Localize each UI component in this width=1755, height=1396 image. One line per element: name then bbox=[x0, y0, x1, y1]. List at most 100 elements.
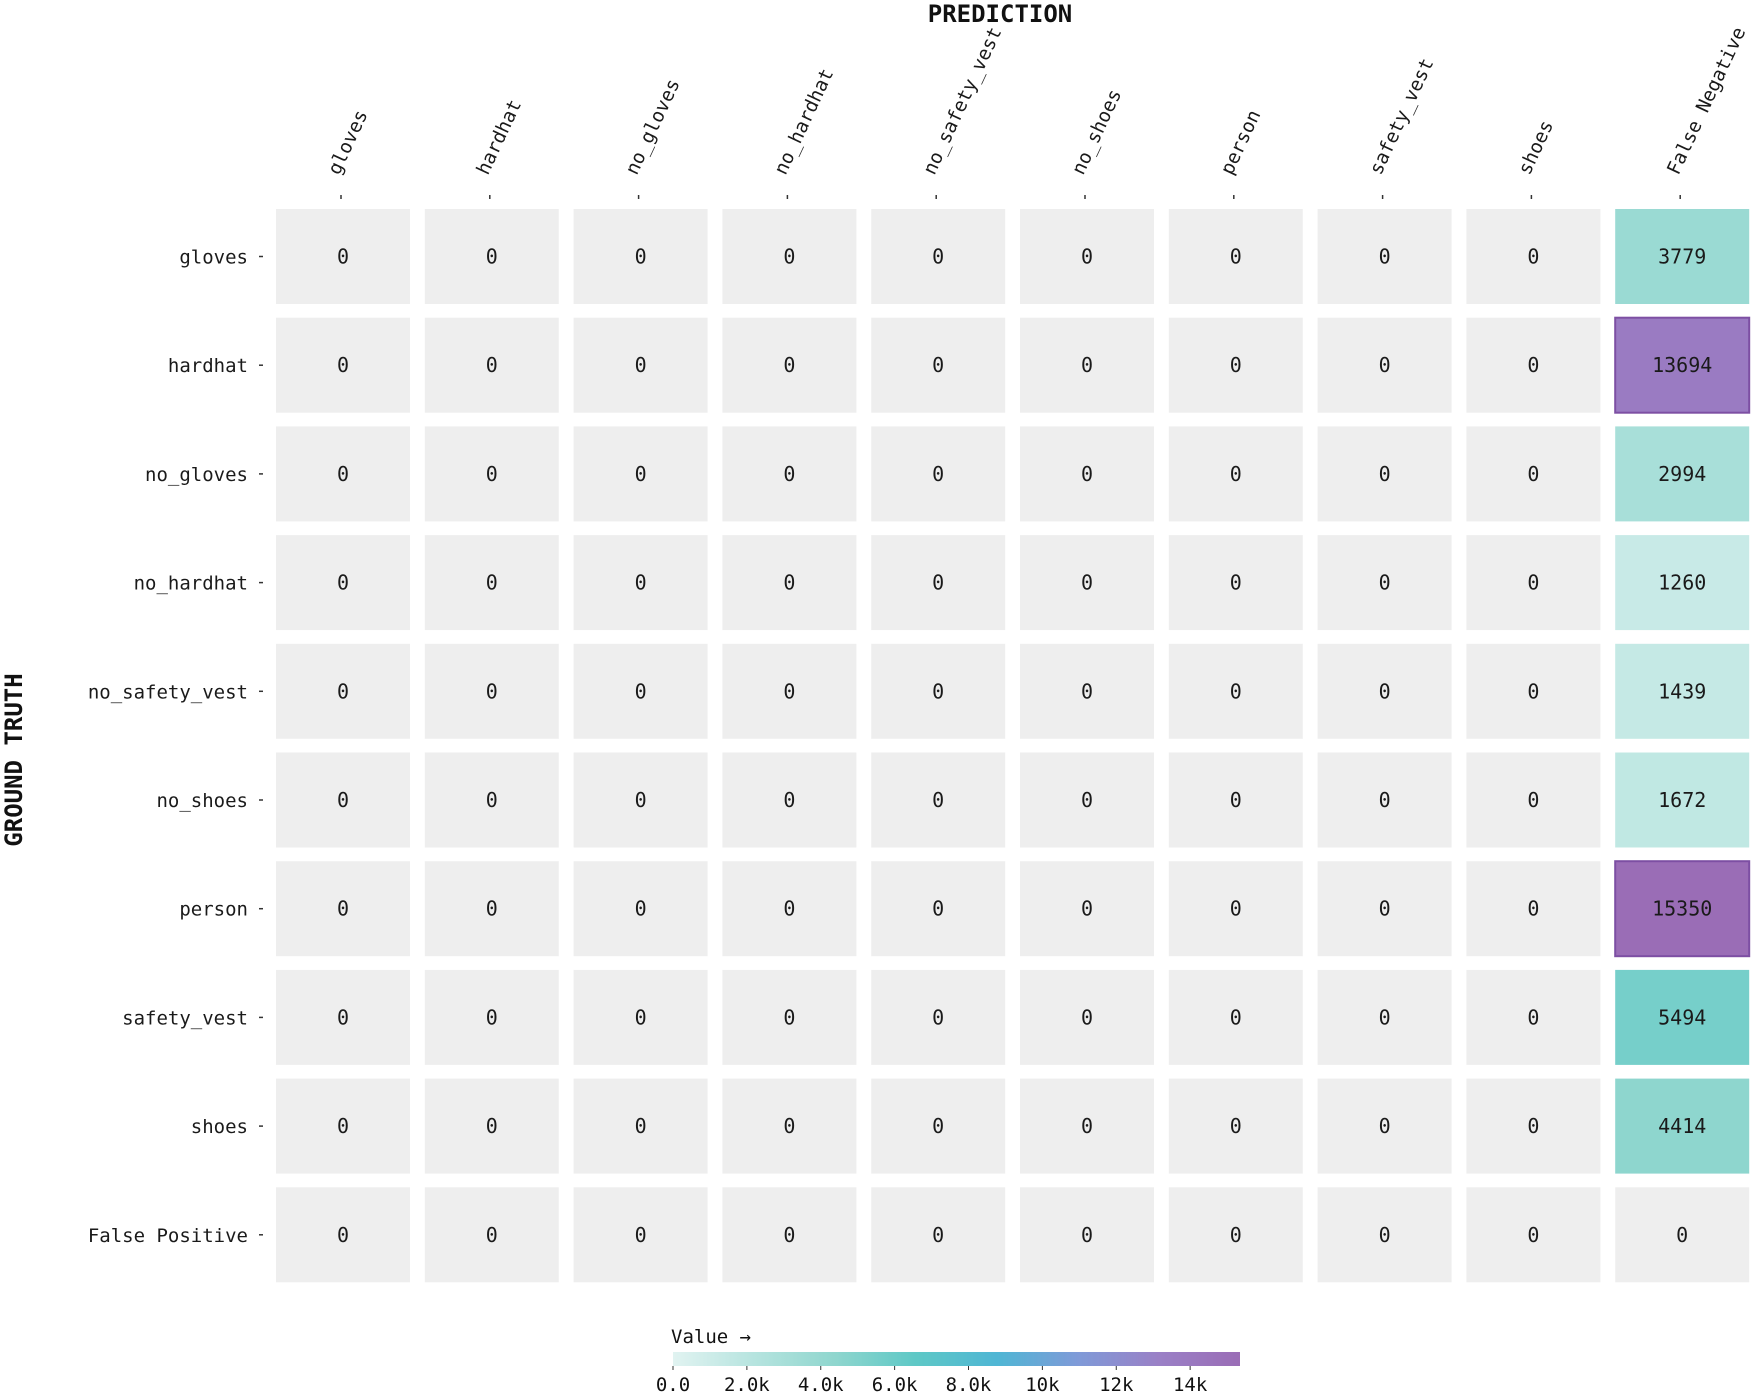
heatmap-cell bbox=[1317, 209, 1452, 304]
cell-value: 0 bbox=[486, 353, 498, 377]
row-label: safety_vest bbox=[122, 1007, 248, 1029]
row-label: gloves bbox=[179, 247, 248, 269]
cell-value: 0 bbox=[1230, 353, 1242, 377]
cell-value: 0 bbox=[635, 245, 647, 269]
heatmap-cell bbox=[573, 317, 708, 413]
heatmap-cell bbox=[1020, 209, 1154, 304]
heatmap-cell bbox=[1317, 752, 1452, 848]
cell-value: 0 bbox=[932, 571, 944, 595]
cell-value: 0 bbox=[635, 462, 647, 486]
cell-value: 0 bbox=[932, 897, 944, 921]
cell-value: 0 bbox=[1527, 245, 1539, 269]
colorbar-tick-label: 2.0k bbox=[724, 1374, 770, 1396]
cell-value: 0 bbox=[337, 1005, 349, 1029]
heatmap-cell bbox=[1615, 1187, 1750, 1283]
cell-value: 0 bbox=[1230, 679, 1242, 703]
colorbar-tick-label: 0.0 bbox=[656, 1374, 690, 1396]
cell-value: 0 bbox=[783, 1005, 795, 1029]
cell-value: 0 bbox=[932, 1005, 944, 1029]
heatmap-cell bbox=[1317, 535, 1452, 631]
heatmap-cell bbox=[1317, 861, 1452, 957]
cell-value: 0 bbox=[337, 1114, 349, 1138]
heatmap-cell bbox=[1466, 969, 1601, 1065]
cell-value: 0 bbox=[1527, 571, 1539, 595]
cell-value: 0 bbox=[635, 571, 647, 595]
y-axis-title: GROUND TRUTH bbox=[0, 673, 28, 846]
cell-value: 0 bbox=[1081, 679, 1093, 703]
colorbar-ticks: 0.0 2.0k 4.0k 6.0k 8.0k 10k 12k 14k bbox=[656, 1366, 1208, 1396]
heatmap-cell bbox=[276, 426, 410, 522]
cell-value: 0 bbox=[1081, 788, 1093, 812]
cell-value: 0 bbox=[1527, 897, 1539, 921]
heatmap-cell bbox=[424, 752, 559, 848]
heatmap-cell bbox=[1466, 209, 1601, 304]
cell-value: 0 bbox=[337, 353, 349, 377]
heatmap-cell bbox=[573, 535, 708, 631]
cell-value: 1439 bbox=[1658, 679, 1706, 703]
colorbar: Value → 0.0 2.0k 4.0k 6.0k 8.0k 10k 12k 14k bbox=[656, 1326, 1240, 1396]
heatmap-cell bbox=[1168, 643, 1303, 739]
colorbar-tick-label: 10k bbox=[1025, 1374, 1060, 1396]
heatmap-cell bbox=[424, 1187, 559, 1283]
row-label: False Positive bbox=[88, 1225, 248, 1247]
cell-value: 0 bbox=[1230, 1223, 1242, 1247]
heatmap-cell bbox=[424, 535, 559, 631]
cell-value: 0 bbox=[1676, 1223, 1688, 1247]
cell-value: 0 bbox=[1081, 353, 1093, 377]
heatmap-cell bbox=[1168, 969, 1303, 1065]
heatmap-cell bbox=[1317, 1078, 1452, 1174]
heatmap-cell bbox=[424, 1078, 559, 1174]
cell-value: 0 bbox=[783, 679, 795, 703]
cell-value: 0 bbox=[1379, 245, 1391, 269]
column-labels: gloves hardhat no_gloves no_hardhat no_safet… bbox=[324, 24, 1751, 199]
heatmap-cell bbox=[1466, 317, 1601, 413]
cell-value: 0 bbox=[1527, 462, 1539, 486]
heatmap-cell bbox=[722, 969, 857, 1065]
heatmap-cell bbox=[1466, 643, 1601, 739]
cell-value: 0 bbox=[635, 897, 647, 921]
cell-value: 0 bbox=[1379, 1114, 1391, 1138]
heatmap-cell bbox=[1168, 752, 1303, 848]
heatmap-cell bbox=[1168, 535, 1303, 631]
cell-value: 0 bbox=[1379, 788, 1391, 812]
cell-value: 4414 bbox=[1658, 1114, 1706, 1138]
cell-value: 0 bbox=[1379, 897, 1391, 921]
column-label: False Negative bbox=[1663, 24, 1751, 178]
cell-value: 0 bbox=[1527, 679, 1539, 703]
cell-value: 2994 bbox=[1658, 462, 1706, 486]
heatmap-cell bbox=[276, 969, 410, 1065]
cell-value: 0 bbox=[1379, 679, 1391, 703]
column-label: no_shoes bbox=[1068, 86, 1127, 178]
cell-value: 0 bbox=[337, 897, 349, 921]
heatmap-cell bbox=[276, 1078, 410, 1174]
heatmap-cells: 0 0 0 0 0 0 0 0 0 3779 0 0 0 0 0 0 0 0 0 13694 0 0 0 0 0 0 0 0 0 2994… bbox=[276, 209, 1751, 1283]
heatmap-cell bbox=[871, 1078, 1006, 1174]
heatmap-cell bbox=[1168, 1187, 1303, 1283]
cell-value: 0 bbox=[635, 1114, 647, 1138]
heatmap-cell bbox=[1020, 535, 1154, 631]
heatmap-cell bbox=[1168, 861, 1303, 957]
heatmap-cell bbox=[1020, 861, 1154, 957]
heatmap-cell bbox=[1020, 317, 1154, 413]
cell-value: 0 bbox=[932, 245, 944, 269]
cell-value: 13694 bbox=[1652, 353, 1712, 377]
cell-value: 0 bbox=[1081, 897, 1093, 921]
heatmap-cell bbox=[1466, 752, 1601, 848]
heatmap-cell bbox=[722, 752, 857, 848]
colorbar-title: Value → bbox=[671, 1326, 751, 1348]
heatmap-cell bbox=[573, 426, 708, 522]
heatmap-cell bbox=[1020, 1078, 1154, 1174]
cell-value: 0 bbox=[932, 462, 944, 486]
cell-value: 0 bbox=[783, 245, 795, 269]
cell-value: 0 bbox=[1230, 462, 1242, 486]
heatmap-cell bbox=[722, 426, 857, 522]
cell-value: 0 bbox=[486, 245, 498, 269]
cell-value: 0 bbox=[1230, 1114, 1242, 1138]
colorbar-tick-label: 12k bbox=[1099, 1374, 1134, 1396]
heatmap-cell bbox=[1020, 969, 1154, 1065]
heatmap-cell bbox=[1168, 209, 1303, 304]
cell-value: 0 bbox=[932, 788, 944, 812]
heatmap-cell bbox=[1317, 643, 1452, 739]
colorbar-tick-label: 14k bbox=[1173, 1374, 1208, 1396]
